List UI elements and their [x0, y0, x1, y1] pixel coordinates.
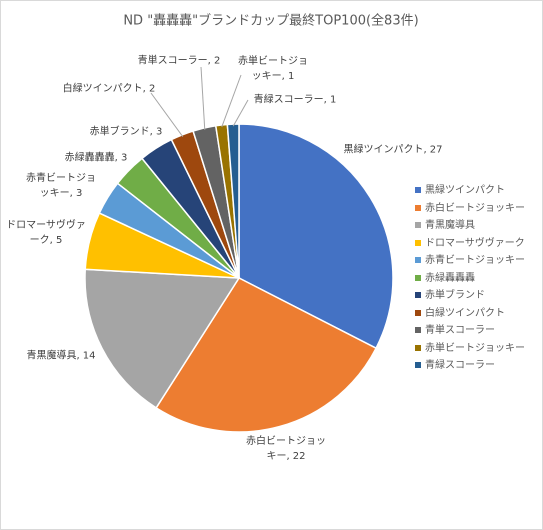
legend-label: 赤単ビートジョッキー — [425, 342, 525, 354]
legend-swatch — [415, 292, 421, 298]
pie-slice — [84, 268, 241, 409]
legend-swatch — [415, 222, 421, 228]
legend-swatch — [415, 257, 421, 263]
legend-label: 白緑ツインパクト — [425, 307, 505, 319]
legend-swatch — [415, 239, 421, 246]
legend-item: 青緑スコーラー — [415, 360, 495, 372]
data-label: 赤単ビートジョッキー, 1 — [238, 56, 308, 82]
legend-item: 白緑ツインパクト — [415, 308, 505, 320]
legend-item: 赤白ビートジョッキー — [415, 203, 525, 215]
leader-line — [150, 92, 184, 138]
legend-swatch — [415, 362, 421, 368]
data-label: 赤白ビートジョッキー, 22 — [246, 436, 326, 462]
legend-item: 赤単ビートジョッキー — [415, 343, 525, 355]
legend-swatch — [415, 187, 421, 193]
legend-item: 赤緑轟轟轟 — [415, 273, 475, 285]
legend-item: 黒緑ツインパクト — [415, 185, 505, 197]
legend-label: 黒緑ツインパクト — [425, 185, 505, 196]
leader-line — [221, 74, 242, 128]
legend-swatch — [415, 327, 421, 333]
legend-swatch — [415, 204, 421, 211]
data-label: ドロマーサヴヴァーク, 5 — [6, 220, 86, 246]
legend-label: 青単スコーラー — [425, 325, 495, 336]
data-label: 赤単ブランド, 3 — [89, 126, 163, 138]
legend-label: 赤白ビートジョッキー — [425, 202, 525, 214]
legend-item: 赤青ビートジョッキー — [415, 255, 525, 267]
data-label: 白緑ツインパクト, 2 — [62, 83, 156, 95]
data-label: 黒緑ツインパクト, 27 — [343, 144, 443, 156]
legend-label: 青緑スコーラー — [425, 360, 495, 371]
legend-label: 青黒魔導具 — [425, 220, 475, 231]
pie-slice — [238, 123, 394, 350]
data-label: 青緑スコーラー, 1 — [253, 94, 337, 106]
chart-title: ND "轟轟轟"ブランドカップ最終TOP100(全83件) — [123, 13, 418, 29]
legend-swatch — [415, 344, 421, 351]
legend-item: 青黒魔導具 — [415, 220, 475, 232]
pie-slice — [155, 277, 378, 433]
legend-label: 赤単ブランド — [425, 290, 485, 301]
legend-label: ドロマーサヴヴァーク — [425, 237, 525, 249]
legend-label: 赤緑轟轟轟 — [425, 272, 475, 284]
legend-swatch — [415, 309, 421, 316]
leader-line — [200, 66, 206, 130]
legend-label: 赤青ビートジョッキー — [425, 255, 525, 266]
leader-line — [232, 99, 249, 127]
legend-item: 青単スコーラー — [415, 325, 495, 337]
legend-swatch — [415, 274, 421, 281]
legend-item: ドロマーサヴヴァーク — [415, 238, 525, 250]
data-label: 青単スコーラー, 2 — [137, 55, 221, 67]
legend-item: 赤単ブランド — [415, 290, 485, 302]
pie-slice — [226, 123, 240, 279]
data-label: 青黒魔導具, 14 — [26, 350, 96, 362]
data-label: 赤青ビートジョッキー, 3 — [26, 173, 96, 199]
data-label: 赤緑轟轟轟, 3 — [64, 152, 128, 164]
